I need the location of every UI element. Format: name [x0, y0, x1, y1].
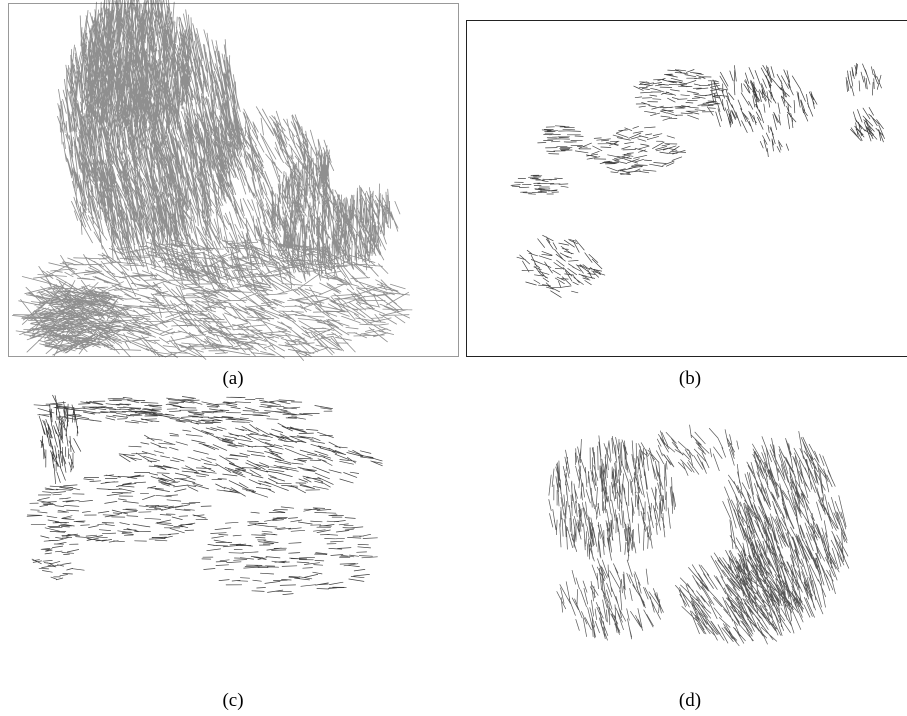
caption: (c)	[222, 690, 243, 711]
figure: (a) (b) (c) (d)	[0, 0, 907, 716]
panel-a	[9, 0, 459, 361]
caption: (a)	[222, 368, 243, 389]
caption: (b)	[679, 368, 701, 389]
caption: (d)	[679, 690, 701, 711]
